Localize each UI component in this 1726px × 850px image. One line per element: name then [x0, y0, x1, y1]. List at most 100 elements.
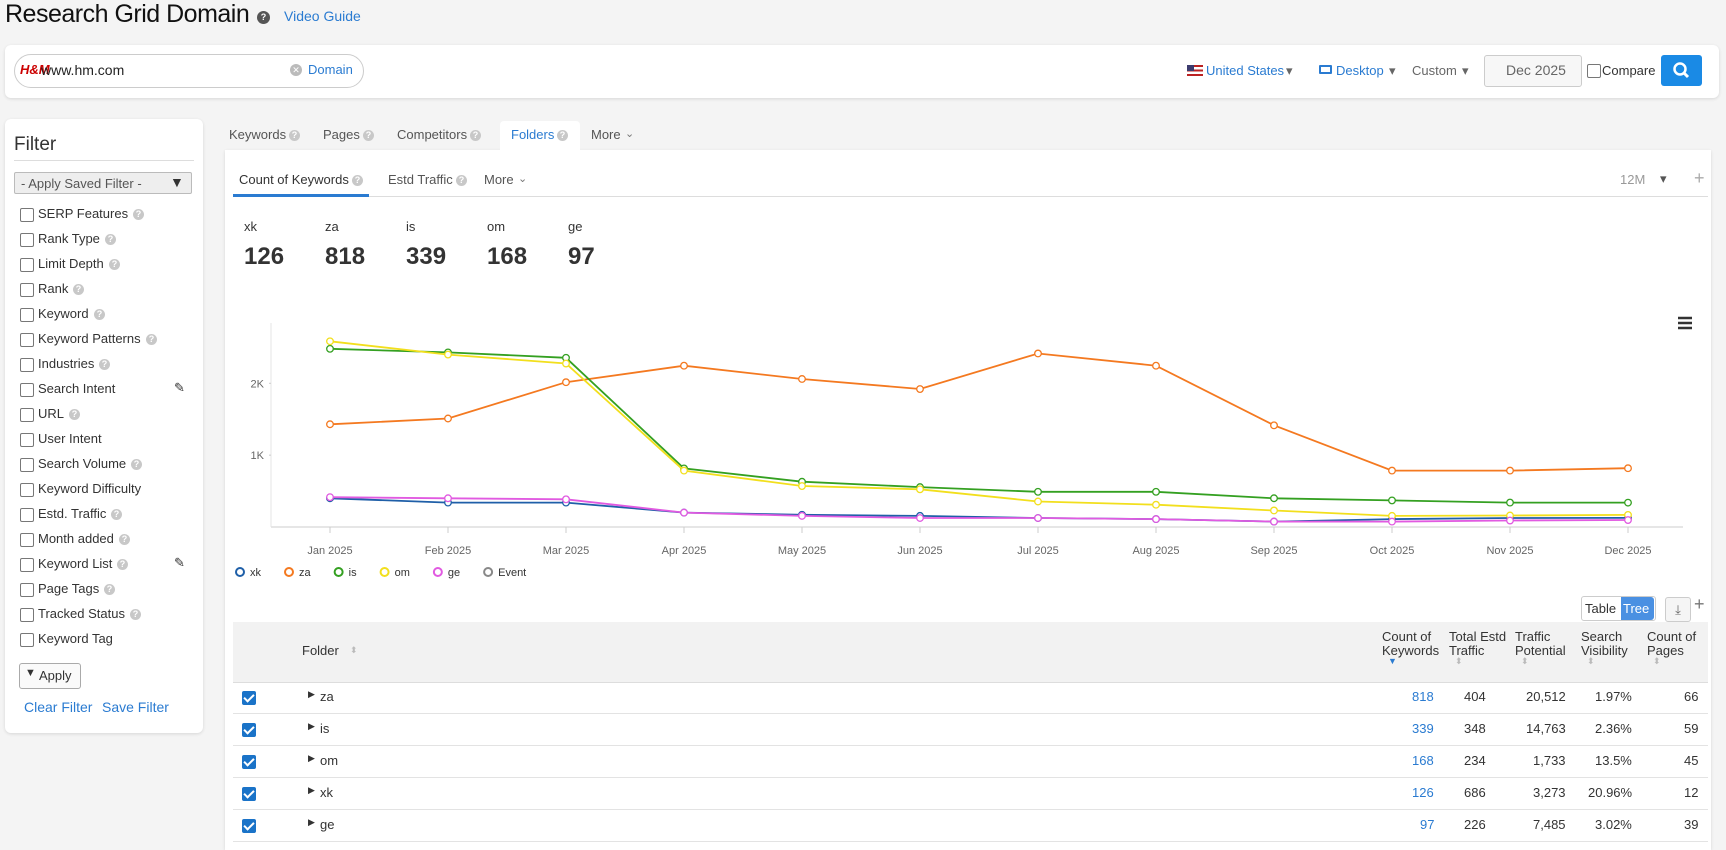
tab[interactable]: Pages [323, 127, 360, 142]
help-icon[interactable]: ? [73, 284, 84, 295]
subtab[interactable]: Estd Traffic [388, 172, 453, 187]
filter-checkbox[interactable] [20, 533, 34, 547]
help-icon[interactable]: ? [130, 609, 141, 620]
help-icon[interactable]: ? [133, 209, 144, 220]
date-picker[interactable] [1484, 55, 1582, 87]
apply-label[interactable]: Apply [39, 668, 72, 683]
filter-checkbox[interactable] [20, 608, 34, 622]
help-icon[interactable]: ? [117, 559, 128, 570]
column-header[interactable]: Search Visibility [1581, 629, 1628, 658]
help-icon[interactable]: ? [470, 130, 481, 141]
filter-item[interactable]: Tracked Status [38, 606, 125, 621]
filter-checkbox[interactable] [20, 433, 34, 447]
compare-checkbox[interactable] [1587, 64, 1601, 78]
help-icon[interactable]: ? [557, 130, 568, 141]
add-column-button[interactable]: + [1694, 594, 1705, 614]
filter-checkbox[interactable] [20, 333, 34, 347]
help-icon[interactable]: ? [289, 130, 300, 141]
help-icon[interactable]: ? [131, 459, 142, 470]
tree-toggle[interactable]: Tree [1623, 601, 1650, 616]
save-filter-link[interactable]: Save Filter [102, 699, 169, 715]
column-header[interactable]: Traffic Potential [1515, 629, 1566, 658]
video-guide-link[interactable]: Video Guide [284, 8, 361, 24]
filter-item[interactable]: URL [38, 406, 65, 421]
filter-checkbox[interactable] [20, 558, 34, 572]
clear-filter-link[interactable]: Clear Filter [24, 699, 93, 715]
filter-checkbox[interactable] [20, 283, 34, 297]
filter-item[interactable]: Keyword [38, 306, 89, 321]
filter-item[interactable]: Keyword Tag [38, 631, 113, 646]
filter-item[interactable]: Limit Depth [38, 256, 104, 271]
expand-arrow[interactable]: ▶ [308, 785, 315, 795]
column-header[interactable]: Count of Pages [1647, 629, 1697, 658]
sort-icon[interactable]: ⬍ [1653, 656, 1661, 666]
filter-checkbox[interactable] [20, 358, 34, 372]
clear-icon[interactable]: ✕ [290, 64, 302, 76]
filter-checkbox[interactable] [20, 208, 34, 222]
filter-item[interactable]: Keyword Difficulty [38, 481, 142, 496]
help-icon[interactable]: ? [99, 359, 110, 370]
help-icon[interactable]: ? [352, 175, 363, 186]
sort-icon[interactable]: ⬍ [1587, 656, 1595, 666]
filter-item[interactable]: Keyword List [38, 556, 113, 571]
row-checkbox[interactable] [242, 819, 256, 833]
filter-checkbox[interactable] [20, 258, 34, 272]
filter-checkbox[interactable] [20, 508, 34, 522]
filter-checkbox[interactable] [20, 583, 34, 597]
row-checkbox[interactable] [242, 691, 256, 705]
help-icon[interactable]: ? [257, 11, 270, 24]
keyword-count-link[interactable]: 97 [1420, 817, 1435, 832]
keyword-count-link[interactable]: 126 [1412, 785, 1434, 800]
filter-item[interactable]: Search Volume [38, 456, 127, 471]
search-button[interactable] [1661, 55, 1702, 86]
filter-item[interactable]: Industries [38, 356, 95, 371]
column-header[interactable]: Folder [302, 643, 339, 658]
expand-arrow[interactable]: ▶ [308, 753, 315, 763]
row-checkbox[interactable] [242, 787, 256, 801]
tab[interactable]: More [591, 127, 621, 142]
column-header[interactable]: Total Estd Traffic [1449, 629, 1507, 658]
help-icon[interactable]: ? [146, 334, 157, 345]
column-header[interactable]: Count of Keywords [1382, 629, 1440, 658]
help-icon[interactable]: ? [104, 584, 115, 595]
filter-checkbox[interactable] [20, 483, 34, 497]
filter-checkbox[interactable] [20, 458, 34, 472]
help-icon[interactable]: ? [363, 130, 374, 141]
help-icon[interactable]: ? [119, 534, 130, 545]
filter-item[interactable]: Keyword Patterns [38, 331, 141, 346]
filter-item[interactable]: Search Intent [38, 381, 116, 396]
filter-item[interactable]: SERP Features [38, 206, 129, 221]
tab[interactable]: Competitors [397, 127, 468, 142]
period-dropdown[interactable]: 12M [1620, 172, 1646, 187]
row-checkbox[interactable] [242, 723, 256, 737]
help-icon[interactable]: ? [94, 309, 105, 320]
row-checkbox[interactable] [242, 755, 256, 769]
expand-arrow[interactable]: ▶ [308, 721, 315, 731]
table-toggle[interactable]: Table [1585, 601, 1617, 616]
domain-input[interactable] [14, 54, 364, 88]
edit-icon[interactable]: ✎ [174, 555, 185, 570]
filter-item[interactable]: Page Tags [38, 581, 100, 596]
device-dropdown[interactable]: Desktop [1336, 63, 1384, 78]
filter-item[interactable]: Estd. Traffic [38, 506, 107, 521]
help-icon[interactable]: ? [111, 509, 122, 520]
filter-item[interactable]: User Intent [38, 431, 102, 446]
country-dropdown[interactable]: United States [1206, 63, 1285, 78]
subtab[interactable]: More [484, 172, 514, 187]
edit-icon[interactable]: ✎ [174, 380, 185, 395]
subtab[interactable]: Count of Keywords [239, 172, 349, 187]
expand-arrow[interactable]: ▶ [308, 689, 315, 699]
sort-icon[interactable]: ⬍ [1455, 656, 1463, 666]
expand-arrow[interactable]: ▶ [308, 817, 315, 827]
sort-icon[interactable]: ▼ [1388, 656, 1397, 666]
sort-icon[interactable]: ⬍ [350, 645, 358, 655]
keyword-count-link[interactable]: 168 [1412, 753, 1434, 768]
add-button[interactable]: + [1694, 168, 1705, 188]
filter-checkbox[interactable] [20, 233, 34, 247]
saved-filter-select[interactable]: - Apply Saved Filter - [14, 172, 192, 194]
filter-checkbox[interactable] [20, 633, 34, 647]
tab[interactable]: Keywords [229, 127, 287, 142]
mode-dropdown[interactable]: Domain [308, 62, 353, 77]
help-icon[interactable]: ? [456, 175, 467, 186]
help-icon[interactable]: ? [109, 259, 120, 270]
